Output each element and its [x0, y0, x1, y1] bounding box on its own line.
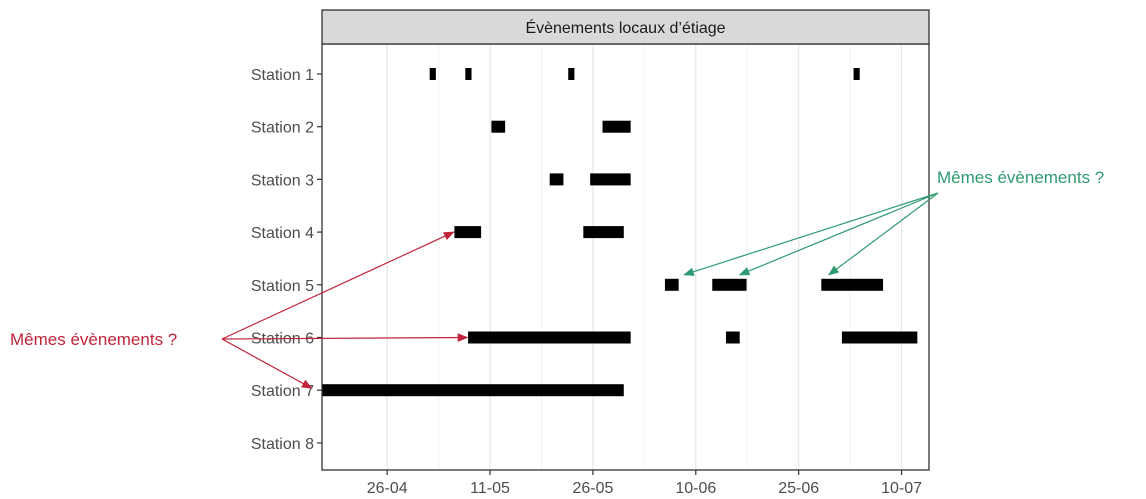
y-tick-label: Station 7: [251, 383, 314, 400]
event-bar: [454, 226, 482, 239]
annotation-right-arrow: [683, 192, 939, 276]
event-bars: [322, 68, 918, 397]
event-bar: [841, 331, 918, 344]
annotation-left-arrow: [221, 231, 455, 340]
event-bar: [429, 68, 436, 80]
event-bar: [725, 331, 740, 344]
annotations: Mêmes évènements ? Mêmes évènements ?: [10, 168, 1104, 389]
event-bar: [549, 173, 564, 186]
event-bar: [465, 68, 472, 80]
event-bar: [583, 226, 624, 239]
y-tick-label: Station 5: [251, 278, 314, 295]
y-tick-label: Station 4: [251, 225, 314, 242]
event-bar: [664, 278, 679, 291]
event-bar: [821, 278, 884, 291]
annotation-left-text: Mêmes évènements ?: [10, 330, 177, 349]
event-bar: [590, 173, 631, 186]
event-bar: [568, 68, 575, 80]
facet-strip: [321, 9, 930, 45]
x-tick-label: 26-04: [367, 480, 408, 497]
event-bar: [712, 278, 747, 291]
event-bar: [468, 331, 631, 344]
event-bar: [491, 120, 506, 133]
annotation-right-arrow: [738, 192, 939, 276]
facet-title: Évènements locaux d’étiage: [525, 18, 725, 37]
x-tick-label: 11-05: [470, 480, 510, 497]
x-tick-label: 10-07: [881, 480, 922, 497]
y-axis: Station 1 Station 2 Station 3 Station 4 Stat…: [251, 67, 322, 453]
annotation-right-arrow: [827, 192, 939, 276]
event-bar: [602, 120, 631, 133]
event-bar: [322, 384, 624, 397]
x-tick-label: 10-06: [675, 480, 716, 497]
y-tick-label: Station 8: [251, 436, 314, 453]
y-tick-label: Station 3: [251, 172, 314, 189]
x-tick-label: 26-05: [572, 480, 613, 497]
annotation-right-text: Mêmes évènements ?: [937, 168, 1104, 187]
x-tick-label: 25-06: [778, 480, 819, 497]
y-tick-label: Station 1: [251, 67, 314, 84]
annotation-left-arrow: [221, 333, 469, 342]
y-tick-label: Station 2: [251, 120, 314, 137]
grid-lines: [386, 44, 903, 470]
event-bar: [853, 68, 860, 80]
plot-panel: [322, 44, 929, 470]
annotation-left-arrow: [221, 338, 313, 389]
x-axis: 26-04 11-05 26-05 10-06 25-06 10-07: [367, 470, 922, 497]
